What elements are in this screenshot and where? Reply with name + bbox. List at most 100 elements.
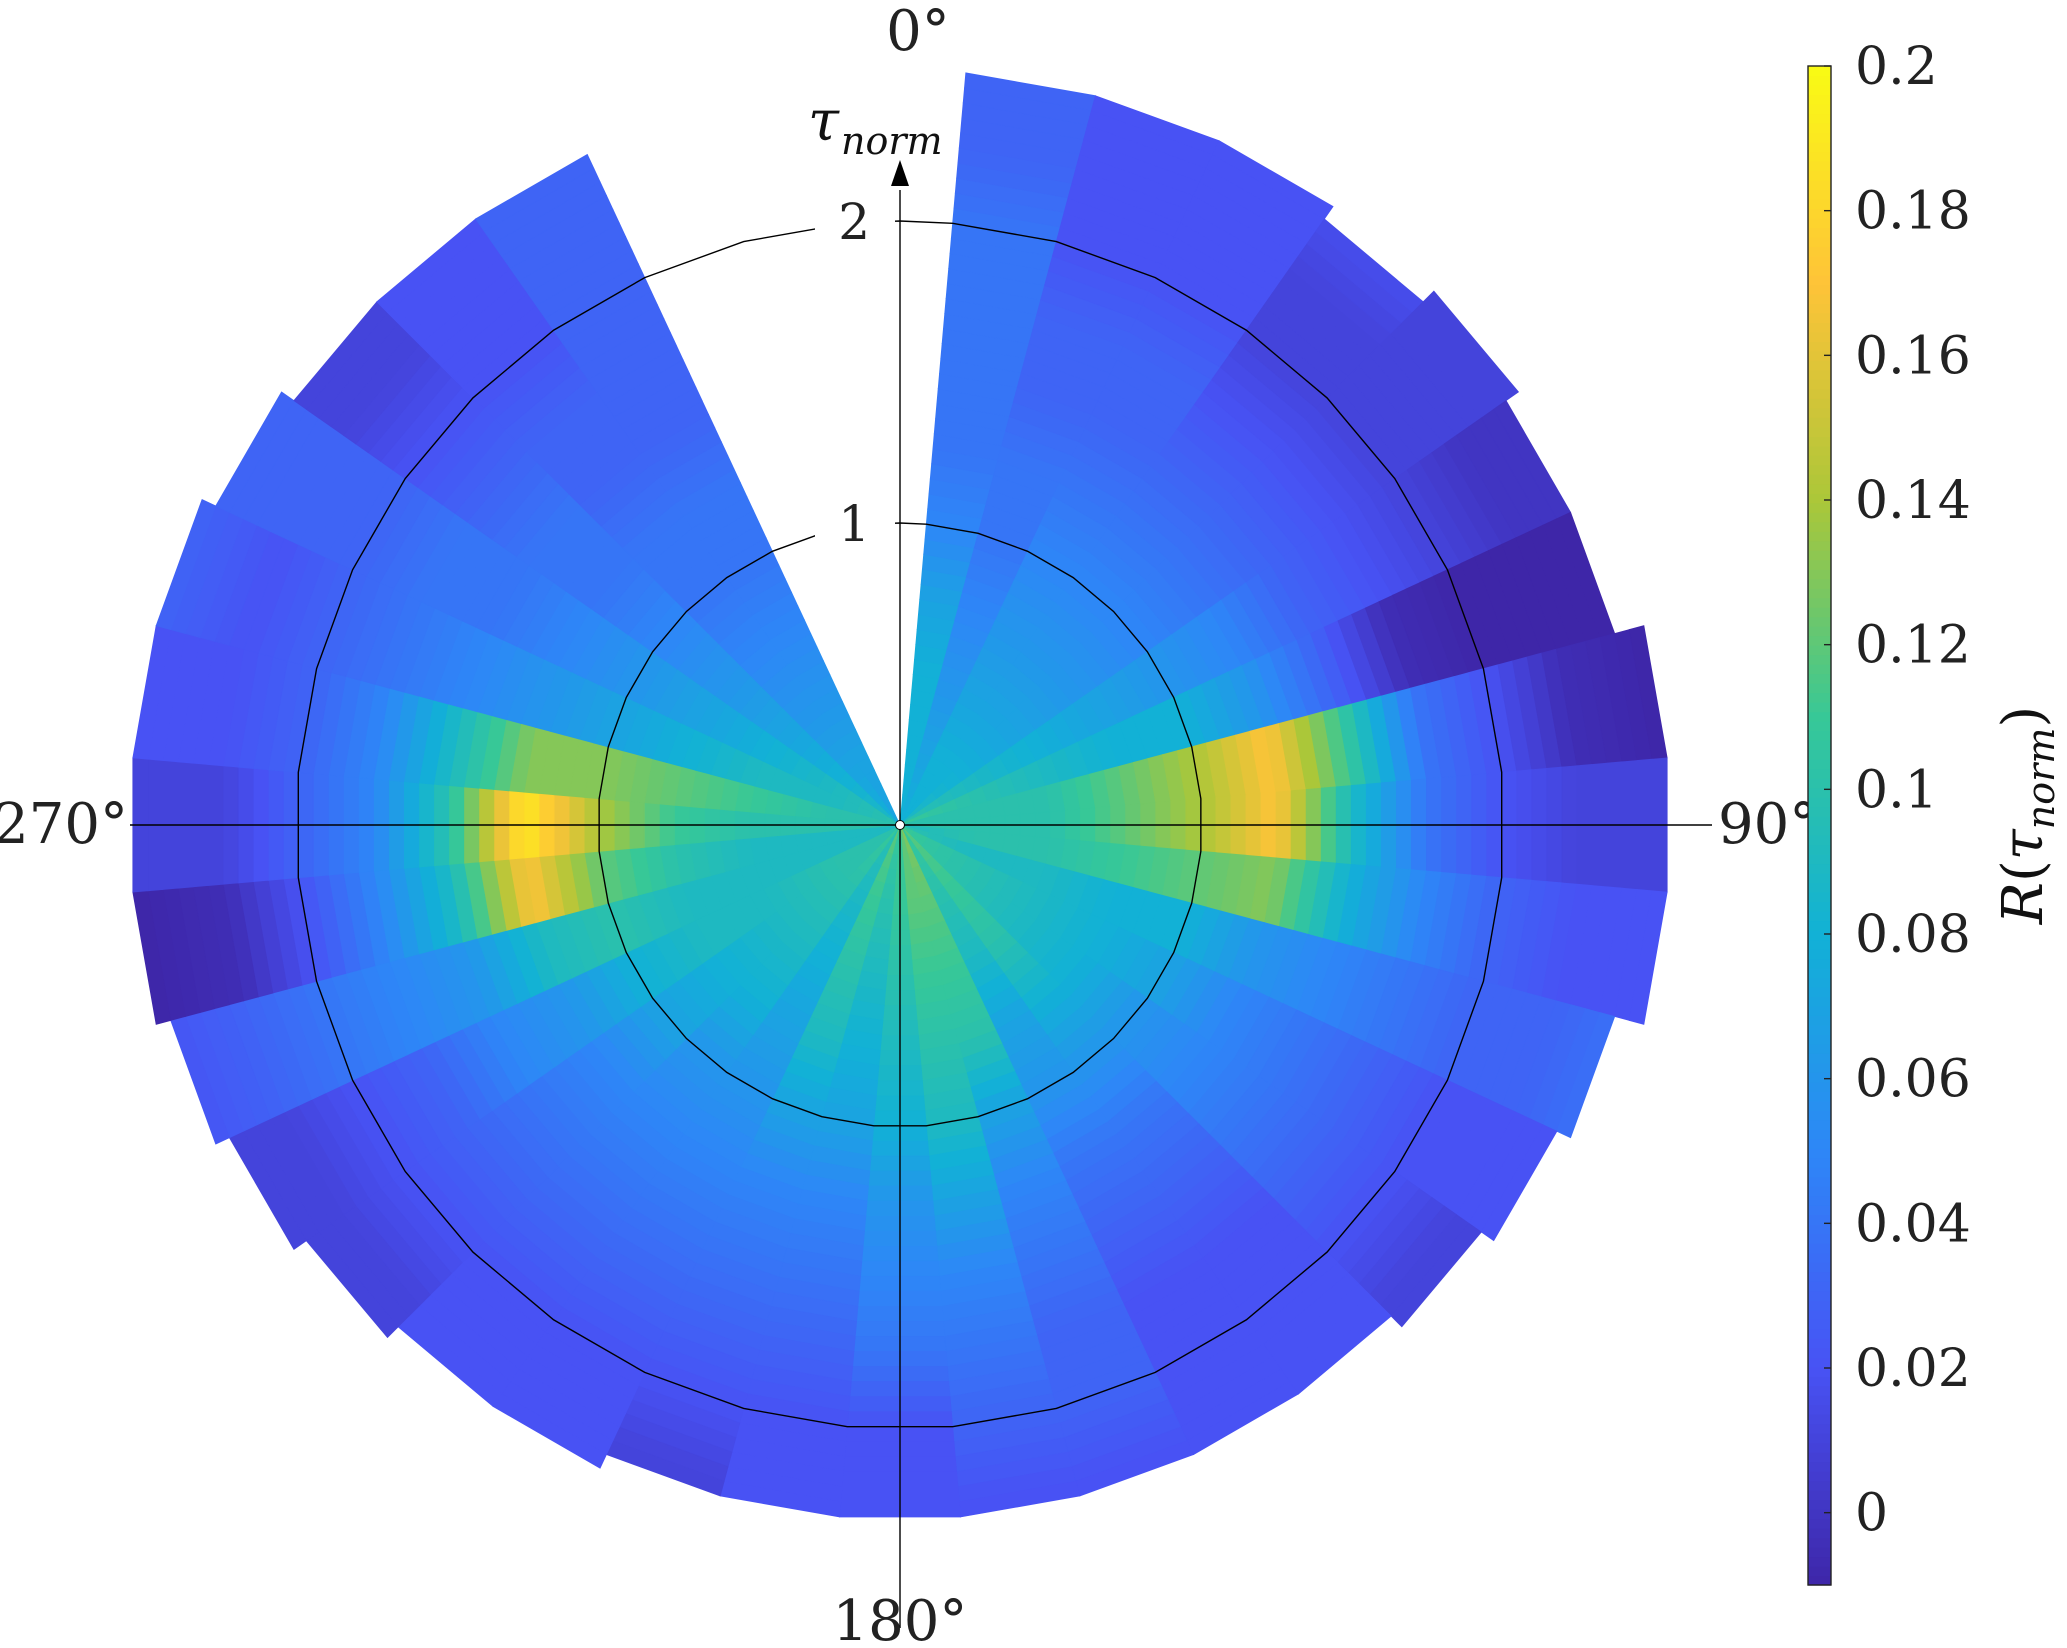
colorbar-swatch — [1808, 797, 1831, 808]
colorbar-swatch — [1808, 730, 1831, 741]
sector-70 — [899, 511, 1616, 826]
colorbar-swatch — [1808, 179, 1831, 191]
colorbar-swatch — [1808, 1271, 1831, 1282]
colorbar-swatch — [1808, 1100, 1831, 1111]
colorbar-swatch — [1808, 1243, 1831, 1254]
colorbar-swatch — [1808, 436, 1831, 447]
colorbar-swatch — [1808, 816, 1831, 827]
colorbar-swatch — [1808, 597, 1831, 608]
colorbar-tick-label: 0 — [1855, 1484, 1888, 1544]
colorbar-swatch — [1808, 891, 1831, 903]
sector-30 — [899, 140, 1334, 826]
radial-grid-ring-2 — [297, 220, 1503, 1428]
colorbar-tick-label: 0.06 — [1855, 1050, 1971, 1110]
colorbar-swatch — [1808, 1385, 1831, 1396]
colorbar-swatch — [1808, 75, 1831, 86]
colorbar-swatch — [1808, 531, 1831, 542]
colorbar-swatch — [1808, 787, 1831, 798]
colorbar-swatch — [1808, 948, 1831, 960]
colorbar-swatch — [1808, 1347, 1831, 1358]
heatmap-layer — [132, 72, 1668, 1518]
colorbar-swatch — [1808, 483, 1831, 494]
colorbar-swatch — [1808, 474, 1831, 485]
sector-80 — [899, 625, 1668, 826]
colorbar-swatch — [1808, 920, 1831, 931]
colorbar-swatch — [1808, 834, 1831, 846]
colorbar-swatch — [1808, 559, 1831, 570]
colorbar-swatch — [1808, 1414, 1831, 1425]
colorbar-swatch — [1808, 664, 1831, 675]
heatmap-cell — [215, 391, 295, 513]
sector-240 — [228, 824, 901, 1250]
colorbar-swatch — [1808, 654, 1831, 665]
colorbar-swatch — [1808, 1490, 1831, 1501]
colorbar-swatch — [1808, 312, 1831, 323]
colorbar-title-paren-open: ( — [1991, 860, 2056, 882]
radial-tick-label: 1 — [838, 495, 870, 553]
colorbar-swatch — [1808, 778, 1831, 789]
colorbar-swatch — [1808, 550, 1831, 561]
colorbar-swatch — [1808, 493, 1831, 504]
colorbar-swatch — [1808, 1214, 1831, 1225]
colorbar-swatch — [1808, 977, 1831, 988]
heatmap-cell — [1390, 1222, 1482, 1328]
colorbar-tick-label: 0.12 — [1855, 616, 1971, 676]
colorbar-swatch — [1808, 607, 1831, 618]
colorbar-swatch — [1808, 521, 1831, 532]
heatmap-cell — [1628, 890, 1668, 1025]
colorbar-swatch — [1808, 293, 1831, 304]
colorbar-swatch — [1808, 502, 1831, 513]
colorbar-swatch — [1808, 540, 1831, 551]
colorbar-swatch — [1808, 588, 1831, 599]
colorbar-swatch — [1808, 645, 1831, 656]
sector-210 — [492, 824, 901, 1469]
colorbar-title-sub: norm — [2019, 728, 2063, 830]
colorbar-swatch — [1808, 160, 1831, 172]
colorbar-swatch — [1808, 910, 1831, 922]
colorbar-swatch — [1808, 1157, 1831, 1168]
colorbar-swatch — [1808, 407, 1831, 418]
sector-320 — [376, 218, 901, 826]
colorbar-swatch — [1808, 122, 1831, 134]
colorbar-tick-label: 0.16 — [1855, 326, 1971, 386]
colorbar: 0 0.02 0.04 0.06 0.08 0.1 0.12 0.14 0.16 0.18 0.2 — [1807, 37, 1971, 1586]
colorbar-swatch — [1808, 341, 1831, 352]
colorbar-swatch — [1808, 939, 1831, 950]
colorbar-swatch — [1808, 1138, 1831, 1149]
colorbar-swatch — [1808, 1366, 1831, 1377]
sector-60 — [899, 400, 1572, 826]
colorbar-swatch — [1808, 1509, 1831, 1520]
sector-220 — [397, 824, 901, 1407]
sector-310 — [293, 301, 901, 826]
colorbar-swatch — [1808, 331, 1831, 342]
colorbar-swatch — [1808, 702, 1831, 713]
sector-250 — [170, 824, 901, 1145]
colorbar-frame — [1807, 65, 1832, 1586]
colorbar-swatch — [1808, 246, 1831, 257]
center-point — [895, 820, 905, 830]
colorbar-title: R(τnorm) — [1991, 706, 2063, 925]
colorbar-swatch — [1808, 1480, 1831, 1491]
colorbar-swatch — [1808, 1395, 1831, 1406]
colorbar-swatch — [1808, 189, 1831, 200]
colorbar-swatch — [1808, 1566, 1831, 1577]
colorbar-swatch — [1808, 198, 1831, 209]
colorbar-swatch — [1808, 1129, 1831, 1140]
colorbar-swatch — [1808, 1091, 1831, 1102]
colorbar-swatch — [1808, 1452, 1831, 1463]
sector-110 — [899, 824, 1616, 1139]
colorbar-swatch — [1808, 208, 1831, 219]
colorbar-swatch — [1808, 66, 1831, 77]
colorbar-swatch — [1808, 1081, 1831, 1092]
heatmap-cell — [1212, 140, 1334, 220]
colorbar-swatch — [1808, 863, 1831, 874]
colorbar-swatch — [1808, 464, 1831, 475]
angular-tick-label: 180° — [833, 1589, 968, 1648]
colorbar-swatch — [1808, 692, 1831, 703]
colorbar-swatch — [1808, 265, 1831, 276]
colorbar-swatch — [1808, 1072, 1831, 1083]
angular-tick-label: 270° — [0, 792, 128, 857]
colorbar-swatch — [1808, 749, 1831, 760]
angular-tick-label: 0° — [886, 0, 950, 64]
